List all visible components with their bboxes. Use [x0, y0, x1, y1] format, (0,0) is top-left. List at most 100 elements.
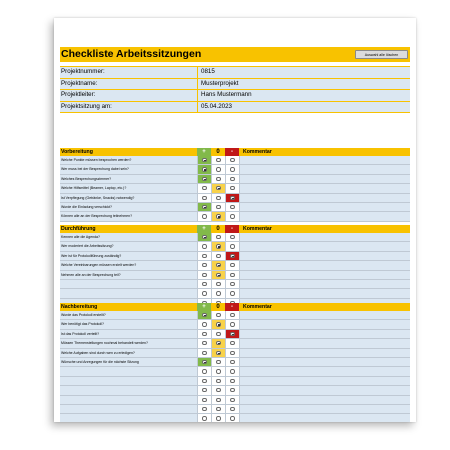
radio-zero[interactable]: [216, 416, 221, 421]
radio-zero[interactable]: [216, 360, 221, 365]
radio-zero[interactable]: [216, 350, 221, 355]
radio-minus[interactable]: [230, 407, 235, 412]
comment-cell[interactable]: [240, 320, 410, 328]
radio-minus[interactable]: [230, 214, 235, 219]
radio-minus[interactable]: [230, 186, 235, 191]
radio-zero[interactable]: [216, 235, 221, 240]
radio-minus[interactable]: [230, 176, 235, 182]
radio-zero[interactable]: [216, 378, 221, 384]
radio-zero[interactable]: [216, 322, 221, 327]
radio-plus[interactable]: [202, 167, 207, 172]
comment-cell[interactable]: [240, 194, 410, 202]
radio-plus[interactable]: [202, 214, 207, 219]
radio-zero[interactable]: [216, 341, 221, 346]
radio-zero[interactable]: [216, 272, 221, 277]
comment-cell[interactable]: [240, 367, 410, 375]
radio-zero[interactable]: [216, 205, 221, 210]
radio-minus[interactable]: [230, 350, 235, 355]
info-value[interactable]: 05.04.2023: [201, 102, 232, 110]
radio-minus[interactable]: [230, 397, 235, 402]
clear-selection-button[interactable]: Auswahl alle löschen: [355, 50, 408, 59]
radio-plus[interactable]: [202, 291, 207, 296]
radio-minus[interactable]: [230, 388, 235, 393]
radio-zero[interactable]: [216, 263, 221, 268]
radio-plus[interactable]: [202, 360, 207, 365]
radio-zero[interactable]: [216, 397, 221, 402]
radio-plus[interactable]: [202, 313, 207, 318]
comment-cell[interactable]: [240, 405, 410, 413]
comment-cell[interactable]: [240, 396, 410, 404]
radio-zero[interactable]: [216, 195, 221, 200]
comment-cell[interactable]: [240, 212, 410, 220]
radio-zero[interactable]: [216, 407, 221, 412]
radio-minus[interactable]: [230, 195, 235, 200]
radio-plus[interactable]: [202, 158, 207, 163]
comment-cell[interactable]: [240, 261, 410, 269]
radio-plus[interactable]: [202, 388, 207, 393]
radio-plus[interactable]: [202, 369, 207, 374]
radio-plus[interactable]: [202, 397, 207, 402]
radio-minus[interactable]: [230, 253, 235, 259]
radio-zero[interactable]: [216, 369, 221, 374]
radio-zero[interactable]: [216, 186, 221, 191]
comment-cell[interactable]: [240, 280, 410, 288]
radio-plus[interactable]: [202, 205, 207, 210]
radio-plus[interactable]: [202, 186, 207, 191]
info-value[interactable]: Musterprojekt: [201, 79, 239, 87]
comment-cell[interactable]: [240, 233, 410, 241]
comment-cell[interactable]: [240, 184, 410, 192]
radio-minus[interactable]: [230, 322, 235, 327]
radio-minus[interactable]: [230, 369, 235, 374]
radio-zero[interactable]: [216, 244, 221, 249]
comment-cell[interactable]: [240, 311, 410, 319]
radio-minus[interactable]: [230, 272, 235, 277]
radio-minus[interactable]: [230, 341, 235, 346]
radio-plus[interactable]: [202, 195, 207, 200]
radio-minus[interactable]: [230, 244, 235, 249]
radio-plus[interactable]: [202, 176, 207, 182]
radio-zero[interactable]: [216, 313, 221, 318]
comment-cell[interactable]: [240, 386, 410, 394]
radio-zero[interactable]: [216, 291, 221, 296]
radio-plus[interactable]: [202, 331, 207, 337]
comment-cell[interactable]: [240, 203, 410, 211]
comment-cell[interactable]: [240, 339, 410, 347]
radio-minus[interactable]: [230, 282, 235, 287]
radio-plus[interactable]: [202, 378, 207, 384]
radio-plus[interactable]: [202, 263, 207, 268]
radio-minus[interactable]: [230, 378, 235, 384]
radio-minus[interactable]: [230, 360, 235, 365]
radio-zero[interactable]: [216, 282, 221, 287]
comment-cell[interactable]: [240, 252, 410, 260]
info-value[interactable]: Hans Mustermann: [201, 91, 252, 98]
radio-plus[interactable]: [202, 341, 207, 346]
comment-cell[interactable]: [240, 414, 410, 422]
comment-cell[interactable]: [240, 175, 410, 183]
comment-cell[interactable]: [240, 156, 410, 164]
radio-plus[interactable]: [202, 253, 207, 259]
radio-plus[interactable]: [202, 350, 207, 355]
radio-minus[interactable]: [230, 313, 235, 318]
radio-minus[interactable]: [230, 291, 235, 296]
radio-minus[interactable]: [230, 158, 235, 163]
comment-cell[interactable]: [240, 377, 410, 385]
radio-minus[interactable]: [230, 263, 235, 268]
radio-zero[interactable]: [216, 176, 221, 182]
radio-plus[interactable]: [202, 272, 207, 277]
comment-cell[interactable]: [240, 358, 410, 366]
radio-zero[interactable]: [216, 167, 221, 172]
comment-cell[interactable]: [240, 242, 410, 250]
comment-cell[interactable]: [240, 330, 410, 338]
radio-minus[interactable]: [230, 205, 235, 210]
radio-minus[interactable]: [230, 235, 235, 240]
radio-minus[interactable]: [230, 167, 235, 172]
radio-zero[interactable]: [216, 158, 221, 163]
radio-plus[interactable]: [202, 282, 207, 287]
radio-zero[interactable]: [216, 214, 221, 219]
info-value[interactable]: 0815: [201, 68, 215, 75]
radio-zero[interactable]: [216, 253, 221, 259]
radio-minus[interactable]: [230, 331, 235, 337]
radio-zero[interactable]: [216, 388, 221, 393]
radio-plus[interactable]: [202, 416, 207, 421]
radio-zero[interactable]: [216, 331, 221, 337]
